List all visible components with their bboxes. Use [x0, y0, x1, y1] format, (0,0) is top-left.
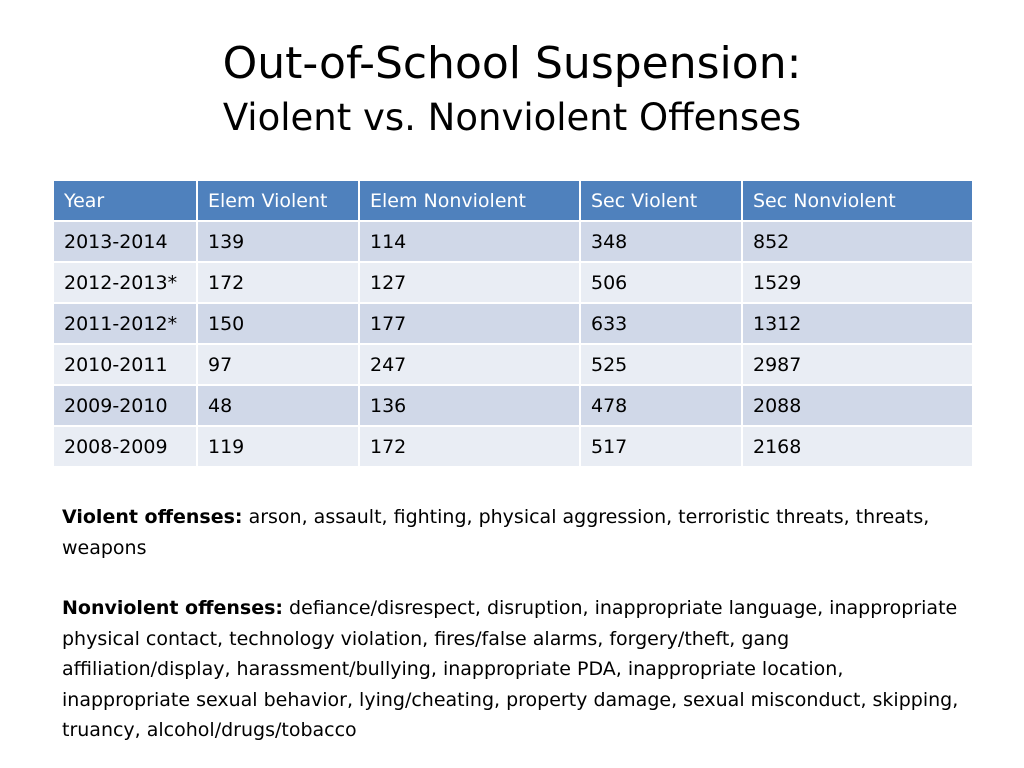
cell-sec-nonviolent: 2987 [741, 343, 974, 386]
cell-sec-nonviolent: 2168 [741, 425, 974, 468]
title-block: Out-of-School Suspension: Violent vs. No… [0, 36, 1024, 144]
cell-sec-violent: 348 [579, 220, 743, 263]
cell-elem-nonviolent: 114 [358, 220, 581, 263]
table-header-row: Year Elem Violent Elem Nonviolent Sec Vi… [52, 179, 974, 222]
table-row: 2013-2014 139 114 348 852 [52, 220, 974, 263]
notes-spacer [62, 563, 962, 593]
cell-elem-violent: 172 [196, 261, 360, 304]
suspension-table: Year Elem Violent Elem Nonviolent Sec Vi… [52, 179, 974, 468]
cell-sec-violent: 517 [579, 425, 743, 468]
violent-offenses-text: arson, assault, fighting, physical aggre… [62, 506, 930, 559]
table-row: 2011-2012* 150 177 633 1312 [52, 302, 974, 345]
cell-year: 2013-2014 [52, 220, 198, 263]
cell-sec-violent: 633 [579, 302, 743, 345]
slide-title: Out-of-School Suspension: [222, 38, 802, 89]
nonviolent-offenses-label: Nonviolent offenses: [62, 597, 284, 619]
cell-elem-nonviolent: 172 [358, 425, 581, 468]
violent-offenses-note: Violent offenses: arson, assault, fighti… [62, 502, 962, 563]
cell-year: 2012-2013* [52, 261, 198, 304]
nonviolent-offenses-note: Nonviolent offenses: defiance/disrespect… [62, 593, 962, 746]
cell-sec-violent: 525 [579, 343, 743, 386]
violent-offenses-label: Violent offenses: [62, 506, 243, 528]
cell-year: 2008-2009 [52, 425, 198, 468]
cell-elem-violent: 97 [196, 343, 360, 386]
table-row: 2010-2011 97 247 525 2987 [52, 343, 974, 386]
cell-year: 2009-2010 [52, 384, 198, 427]
cell-elem-violent: 150 [196, 302, 360, 345]
header-year: Year [52, 179, 198, 222]
table-row: 2012-2013* 172 127 506 1529 [52, 261, 974, 304]
cell-sec-violent: 478 [579, 384, 743, 427]
notes-block: Violent offenses: arson, assault, fighti… [62, 502, 962, 746]
header-elem-violent: Elem Violent [196, 179, 360, 222]
cell-elem-nonviolent: 136 [358, 384, 581, 427]
cell-elem-violent: 139 [196, 220, 360, 263]
cell-sec-nonviolent: 1312 [741, 302, 974, 345]
cell-sec-nonviolent: 852 [741, 220, 974, 263]
header-elem-nonviolent: Elem Nonviolent [358, 179, 581, 222]
table-row: 2009-2010 48 136 478 2088 [52, 384, 974, 427]
cell-year: 2011-2012* [52, 302, 198, 345]
cell-elem-violent: 119 [196, 425, 360, 468]
cell-sec-nonviolent: 1529 [741, 261, 974, 304]
nonviolent-offenses-text: defiance/disrespect, disruption, inappro… [62, 597, 959, 741]
cell-elem-nonviolent: 247 [358, 343, 581, 386]
header-sec-nonviolent: Sec Nonviolent [741, 179, 974, 222]
cell-elem-violent: 48 [196, 384, 360, 427]
cell-sec-violent: 506 [579, 261, 743, 304]
cell-elem-nonviolent: 127 [358, 261, 581, 304]
table-row: 2008-2009 119 172 517 2168 [52, 425, 974, 468]
cell-year: 2010-2011 [52, 343, 198, 386]
cell-elem-nonviolent: 177 [358, 302, 581, 345]
header-sec-violent: Sec Violent [579, 179, 743, 222]
slide-subtitle: Violent vs. Nonviolent Offenses [222, 96, 802, 139]
cell-sec-nonviolent: 2088 [741, 384, 974, 427]
